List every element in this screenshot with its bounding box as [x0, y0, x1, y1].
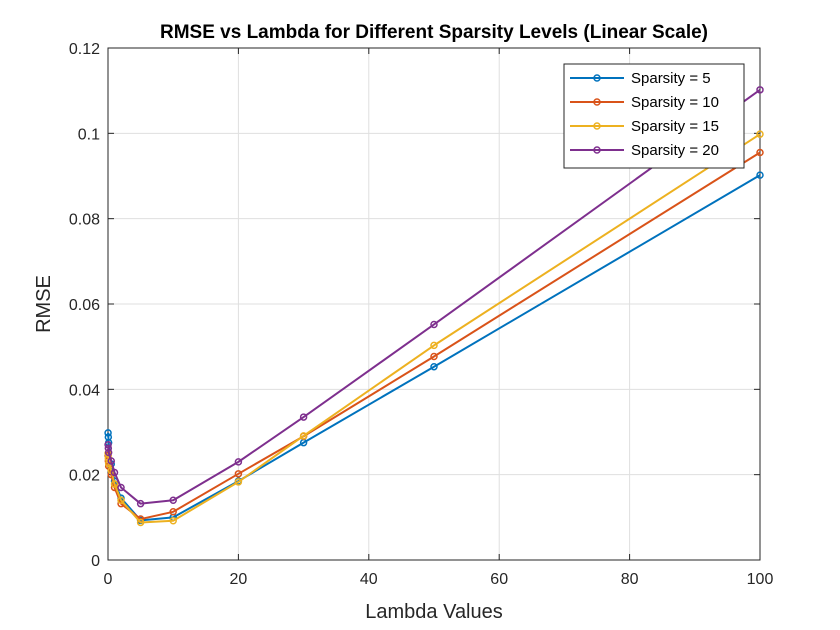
series-3 [104, 130, 764, 527]
data-point [299, 413, 308, 421]
x-tick-label: 20 [230, 571, 248, 588]
series-2 [104, 148, 764, 523]
x-tick-label: 100 [747, 571, 774, 588]
y-tick-label: 0 [91, 553, 100, 570]
data-point [136, 518, 145, 527]
data-point [136, 499, 145, 508]
data-point [104, 448, 113, 457]
legend-marker [593, 122, 601, 130]
data-point [110, 468, 119, 477]
data-point [104, 444, 113, 452]
data-point [117, 483, 125, 492]
data-point [756, 130, 764, 138]
data-point [299, 432, 308, 440]
data-point [169, 508, 177, 516]
y-tick-label: 0.08 [69, 212, 100, 229]
y-tick-label: 0.04 [69, 382, 100, 399]
x-tick-label: 0 [104, 571, 113, 588]
data-point [169, 496, 177, 505]
legend-label: Sparsity = 10 [631, 94, 719, 111]
x-tick-label: 80 [621, 571, 639, 588]
data-point [430, 352, 438, 361]
legend: Sparsity = 5 Sparsity = 10 Sparsity = 15 Sp… [563, 63, 745, 169]
y-tick-label: 0.1 [78, 126, 100, 143]
legend-marker [593, 98, 601, 106]
y-tick-label: 0.02 [69, 468, 100, 485]
legend-item: Sparsity = 20 [570, 142, 719, 159]
data-point [430, 362, 438, 371]
data-point [756, 86, 764, 94]
data-point [430, 320, 438, 329]
legend-marker [593, 74, 601, 82]
x-tick-label: 40 [360, 571, 378, 588]
data-point [234, 458, 243, 466]
data-point [756, 171, 764, 179]
data-point [430, 341, 438, 350]
legend-label: Sparsity = 5 [631, 70, 711, 87]
legend-label: Sparsity = 15 [631, 118, 719, 135]
data-point [234, 478, 243, 486]
data-point [104, 441, 112, 449]
x-axis-label: Lambda Values [365, 601, 503, 623]
data-point [110, 480, 119, 488]
series-lines [104, 86, 764, 527]
y-tick-label: 0.06 [69, 297, 100, 314]
legend-item: Sparsity = 5 [570, 70, 711, 87]
data-point [104, 429, 112, 437]
data-point [756, 148, 764, 157]
data-point [169, 516, 177, 525]
data-point [234, 470, 243, 478]
axis-ticks: 0 20 40 60 80 100 0 0.02 0.04 0.06 0.08 0.1 0.12 [69, 41, 774, 588]
legend-item: Sparsity = 10 [570, 94, 719, 111]
y-tick-label: 0.12 [69, 41, 100, 58]
legend-label: Sparsity = 20 [631, 142, 719, 159]
legend-item: Sparsity = 15 [570, 118, 719, 135]
series-line [107, 151, 761, 521]
data-point [117, 496, 125, 505]
legend-marker [593, 146, 601, 154]
series-line [107, 133, 761, 524]
x-tick-label: 60 [490, 571, 508, 588]
chart-title: RMSE vs Lambda for Different Sparsity Le… [160, 22, 708, 43]
series-4 [104, 86, 764, 508]
data-point [107, 457, 116, 465]
y-axis-label: RMSE [33, 275, 55, 333]
